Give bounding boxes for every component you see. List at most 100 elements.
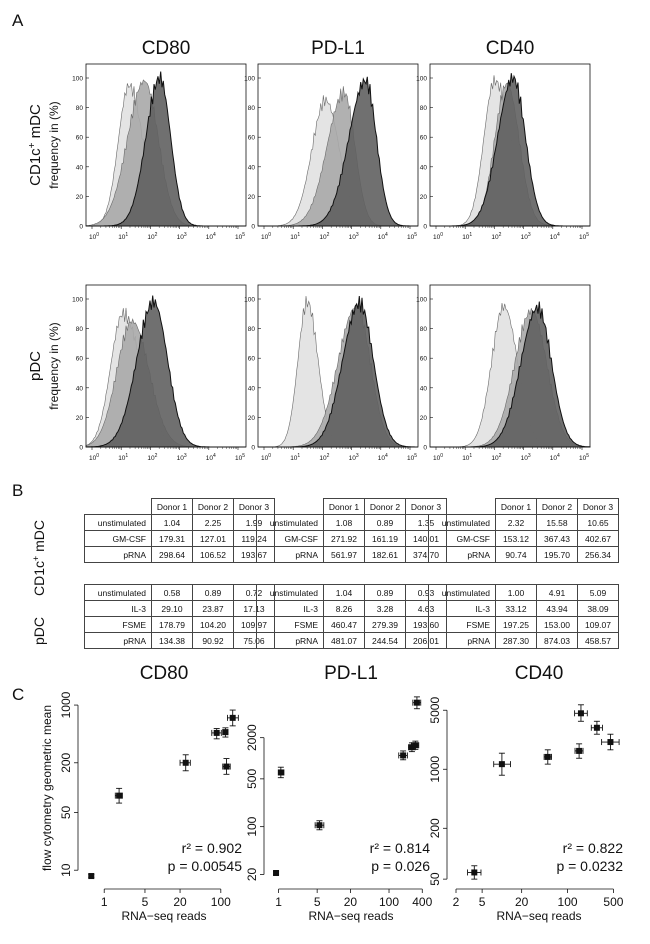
scatter-y-tick-label: 1000 [428,756,442,783]
table-pdc: unstimulated 1.00 4.91 5.09 IL-3 33.12 43.94 38… [428,584,619,649]
histogram-x-tick-label: 102 [491,232,501,241]
histogram-x-tick-exp: 3 [184,232,187,238]
histogram-x-tick-label: 105 [235,453,245,462]
histogram-x-tick-exp: 1 [125,232,128,238]
histogram-x-tick-label: 101 [462,232,472,241]
scatter-x-label: RNA−seq reads [308,909,393,923]
table-condition-cell: pRNA [256,632,324,649]
histogram-x-tick-label: 102 [491,453,501,462]
scatter-plot: PD-L1 1 5 20 100 400 20 100 500 2000 RNA−seq reads… [245,663,433,923]
scatter-y-tick-label: 100 [245,816,259,836]
scatter-y-label: flow cytometry geometric mean [40,705,54,871]
scatter-point-group [222,727,229,738]
table-value-cell: 195.70 [536,546,578,563]
histogram-y-tick-label: 80 [248,326,256,333]
histogram-x-tick-label: 105 [407,232,417,241]
histogram-y-tick-label: 40 [76,385,84,392]
histogram-x-tick-label: 100 [89,232,99,241]
table-value-cell: 287.30 [495,632,537,649]
table-value-cell: 5.09 [577,584,619,601]
table-value-cell: 109.07 [577,616,619,633]
histogram-y-tick-label: 80 [420,105,428,112]
table-value-cell: 1.00 [495,584,537,601]
table-value-cell: 134.38 [151,632,193,649]
table-value-cell: 38.09 [577,600,619,617]
table-row: IL-3 33.12 43.94 38.09 [428,600,619,617]
scatter-y-tick-label-group: 200 [428,818,442,838]
histogram-x-tick-exp: 3 [356,232,359,238]
histogram-x-tick-label: 102 [147,453,157,462]
histogram-x-tick-label: 104 [206,453,216,462]
table-row: GM-CSF 179.31 127.01 119.24 [84,530,275,547]
histogram-x-tick-exp: 0 [440,453,443,459]
table-header-cell: Donor 1 [151,498,193,515]
table-row: FSME 460.47 279.39 193.60 [256,616,447,633]
histogram-x-tick-label: 105 [579,232,589,241]
table-condition-cell: IL-3 [84,600,152,617]
histogram-x-tick-exp: 0 [96,453,99,459]
table-mdc: Donor 1 Donor 2 Donor 3 unstimulated 2.32 15.… [428,498,619,563]
table-value-cell: 197.25 [495,616,537,633]
histogram-y-tick-label: 20 [420,194,428,201]
histogram-x-tick-exp: 5 [242,232,245,238]
table-corner [429,499,496,515]
table-row: pRNA 298.64 106.52 193.67 [84,546,275,563]
scatter-p-annotation: p = 0.026 [371,858,430,874]
table-value-cell: 153.00 [536,616,578,633]
scatter-p-annotation: p = 0.0232 [556,858,623,874]
scatter-x-tick-label: 2 [453,895,460,909]
table-row: unstimulated 0.58 0.89 0.72 [84,584,275,601]
histogram-curve [430,73,590,227]
table-value-cell: 2.32 [495,514,537,531]
scatter-point-group [412,696,422,710]
histogram-x-tick-exp: 1 [125,453,128,459]
table-value-cell: 90.74 [495,546,537,563]
histogram-y-tick-label: 100 [416,297,427,304]
table-header-row: Donor 1 Donor 2 Donor 3 [85,498,275,515]
histogram-x-tick-exp: 4 [557,453,560,459]
table-row-label: pDC [31,617,47,645]
table-condition-cell: FSME [256,616,324,633]
histogram-y-tick-label: 40 [420,385,428,392]
histogram-x-tick-label: 100 [433,453,443,462]
scatter-point [607,739,614,746]
histogram-x-tick-label: 105 [407,453,417,462]
scatter-point-group [411,740,420,750]
scatter-point [273,870,280,877]
histogram-x-tick-label: 100 [261,453,271,462]
row-label-rest: mDC [27,104,44,142]
scatter-x-label: RNA−seq reads [496,909,581,923]
scatter-point [498,761,505,768]
table-value-cell: 458.57 [577,632,619,649]
scatter-point-group [273,870,280,877]
table-value-cell: 23.87 [192,600,234,617]
scatter-point-group [601,733,620,751]
scatter-point [213,729,220,736]
histogram-x-tick-label: 101 [118,453,128,462]
scatter-x-tick-label: 100 [379,895,399,909]
scatter-y-tick-label-group: 10 [59,863,73,877]
histogram-y-tick-label: 60 [76,356,84,363]
table-row: pRNA 90.74 195.70 256.34 [428,546,619,563]
table-value-cell: 0.58 [151,584,193,601]
histogram-x-tick-exp: 5 [414,232,417,238]
scatter-x-tick-label: 100 [558,895,578,909]
histogram-x-tick-label: 103 [349,232,359,241]
table-row: pRNA 287.30 874.03 458.57 [428,632,619,649]
scatter-x-tick-label: 100 [211,895,231,909]
table-corner [85,499,152,515]
histogram-x-tick-exp: 1 [297,453,300,459]
histogram-x-tick-exp: 3 [528,453,531,459]
histogram-y-tick-label: 60 [420,135,428,142]
histogram-y-tick-label: 40 [76,164,84,171]
scatter-x-tick-label: 20 [173,895,187,909]
scatter-x-tick-label: 1 [101,895,108,909]
scatter-title: CD80 [140,663,189,684]
table-condition-cell: pRNA [428,546,496,563]
table-value-cell: 561.97 [323,546,365,563]
scatter-y-tick-label: 2000 [245,724,259,751]
histogram-x-tick-exp: 1 [469,232,472,238]
histogram-y-tick-label: 100 [244,76,255,83]
scatter-point [413,699,420,706]
panel-letter-a: A [12,11,24,30]
